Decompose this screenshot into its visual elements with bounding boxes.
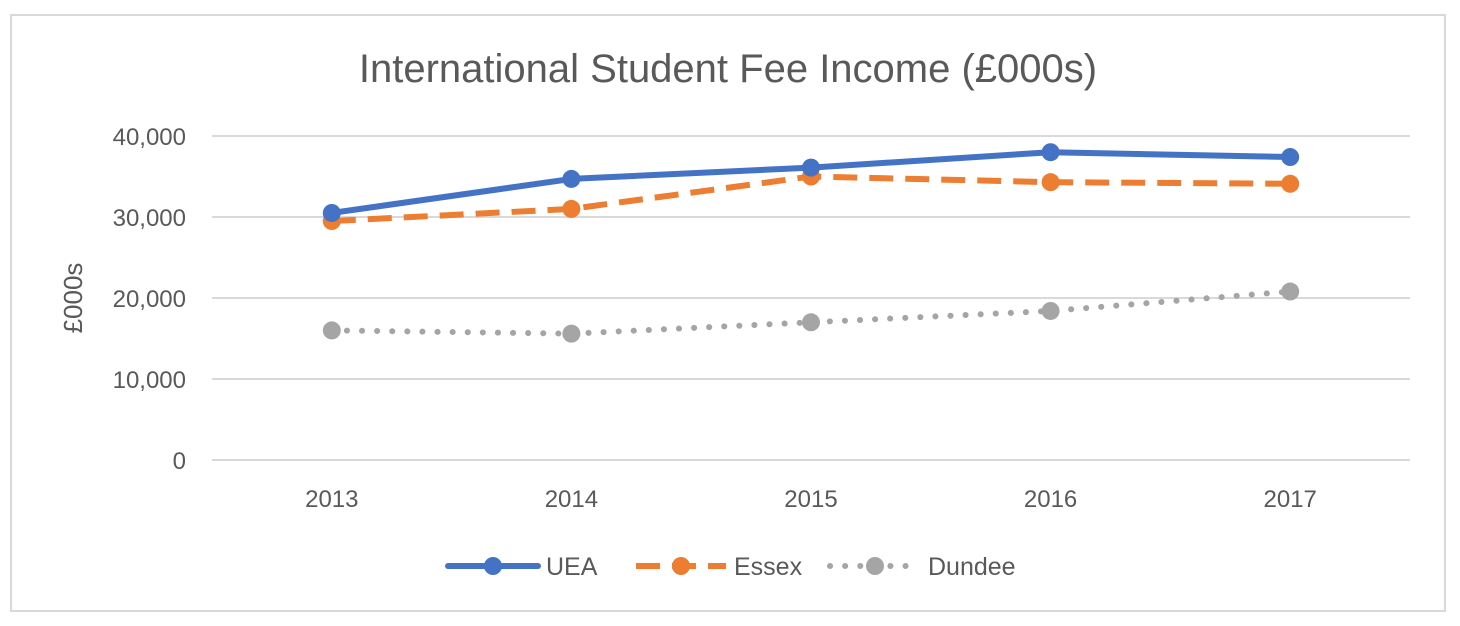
legend-label: UEA: [546, 553, 598, 581]
y-tick-label: 10,000: [113, 367, 186, 394]
legend-item-uea: UEA: [445, 553, 598, 581]
y-tick-label: 30,000: [113, 205, 186, 232]
legend-swatch-marker: [866, 557, 884, 575]
data-point-uea: [1041, 143, 1060, 162]
chart-title: International Student Fee Income (£000s): [359, 47, 1097, 91]
legend-swatch-marker: [484, 557, 502, 575]
legend: UEA Essex Dundee: [445, 553, 1016, 581]
x-tick-label: 2014: [545, 486, 598, 513]
y-axis-label: £000s: [58, 263, 88, 334]
y-axis-ticks: 0 10,000 20,000 30,000 40,000: [113, 124, 186, 475]
data-point-uea: [562, 169, 581, 188]
data-point-essex: [1041, 173, 1060, 192]
series-line-dundee: [328, 288, 1294, 337]
y-tick-label: 0: [173, 448, 186, 475]
legend-item-dundee: Dundee: [827, 553, 1016, 581]
series-uea: [322, 143, 1300, 222]
x-tick-label: 2013: [305, 486, 358, 513]
data-point-uea: [1281, 148, 1300, 167]
series-dundee: [322, 282, 1300, 343]
x-tick-label: 2015: [784, 486, 837, 513]
x-tick-label: 2016: [1024, 486, 1077, 513]
legend-swatch-marker: [672, 557, 690, 575]
data-point-dundee: [1041, 301, 1060, 320]
legend-item-essex: Essex: [636, 553, 803, 581]
y-tick-label: 40,000: [113, 124, 186, 151]
legend-label: Essex: [734, 553, 803, 581]
x-tick-label: 2017: [1264, 486, 1317, 513]
data-point-essex: [1281, 174, 1300, 193]
x-axis-ticks: 2013 2014 2015 2016 2017: [305, 486, 1317, 513]
legend-label: Dundee: [928, 553, 1016, 581]
data-point-uea: [802, 158, 820, 177]
data-point-dundee: [1281, 282, 1300, 301]
data-point-uea: [322, 203, 341, 222]
data-point-essex: [562, 199, 581, 218]
data-point-dundee: [322, 321, 341, 340]
series-group: [322, 143, 1300, 343]
gridlines: [212, 135, 1410, 461]
series-essex: [322, 167, 1300, 231]
y-tick-label: 20,000: [113, 286, 186, 313]
data-point-dundee: [562, 324, 581, 343]
chart-frame: [10, 14, 1446, 612]
data-point-dundee: [802, 313, 820, 332]
